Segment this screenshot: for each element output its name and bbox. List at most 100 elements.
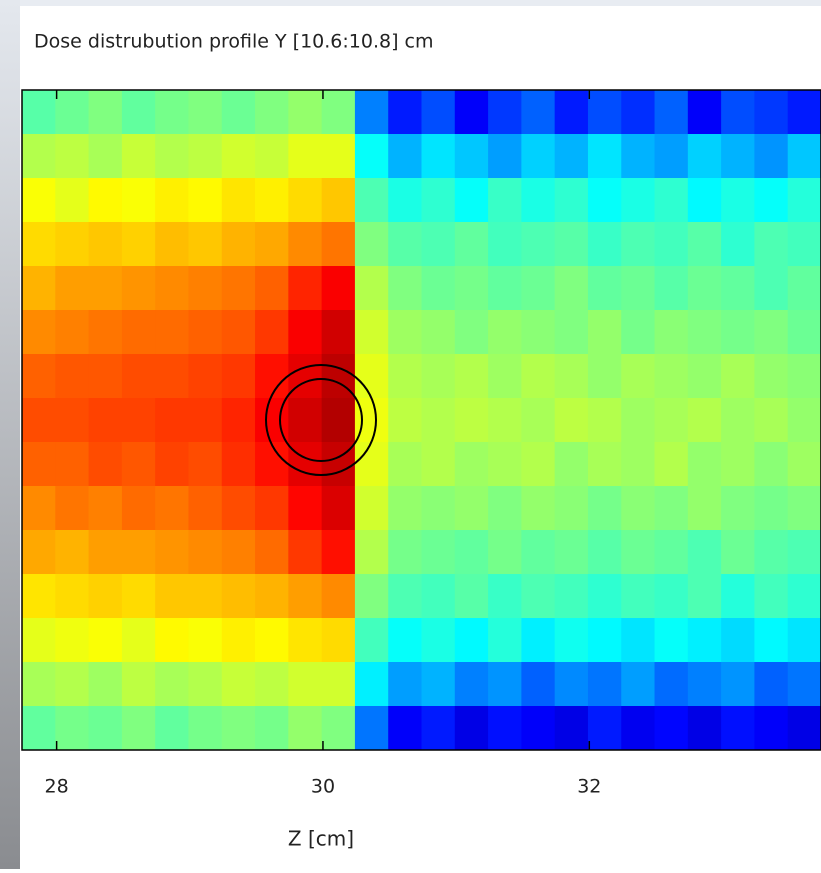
- heatmap-cell: [521, 706, 556, 751]
- heatmap-cell: [22, 442, 56, 487]
- heatmap-cell: [721, 178, 755, 223]
- heatmap-cell: [621, 574, 656, 619]
- heatmap-cell: [654, 266, 689, 311]
- heatmap-cell: [754, 90, 789, 135]
- heatmap-cell: [754, 310, 789, 355]
- heatmap-cell: [721, 354, 755, 399]
- heatmap-cell: [654, 134, 689, 179]
- heatmap-cell: [787, 310, 821, 355]
- heatmap-cell: [621, 618, 656, 663]
- heatmap-cell: [488, 134, 522, 179]
- heatmap-cell: [654, 574, 689, 619]
- heatmap-cell: [88, 706, 123, 751]
- heatmap-cell: [255, 266, 289, 311]
- heatmap-cell: [55, 222, 90, 267]
- heatmap-cell: [22, 486, 56, 531]
- heatmap-cell: [454, 222, 489, 267]
- heatmap-cell: [787, 178, 821, 223]
- heatmap-cell: [55, 486, 90, 531]
- heatmap-cell: [255, 134, 289, 179]
- x-tick-label: 28: [45, 776, 69, 798]
- heatmap-cell: [654, 354, 689, 399]
- heatmap-cell: [654, 618, 689, 663]
- heatmap-cell: [721, 310, 755, 355]
- heatmap-cell: [22, 134, 56, 179]
- heatmap-cell: [321, 618, 356, 663]
- heatmap-cell: [521, 90, 556, 135]
- heatmap-cell: [554, 310, 589, 355]
- heatmap-cell: [754, 178, 789, 223]
- heatmap-cell: [421, 354, 456, 399]
- heatmap-cell: [454, 354, 489, 399]
- heatmap-cell: [155, 134, 189, 179]
- heatmap-cell: [188, 574, 223, 619]
- heatmap-cell: [55, 398, 90, 443]
- heatmap-cell: [421, 222, 456, 267]
- heatmap-cell: [321, 662, 356, 707]
- heatmap-cell: [521, 618, 556, 663]
- heatmap-cell: [521, 134, 556, 179]
- heatmap-cell: [621, 530, 656, 575]
- heatmap-cell: [221, 134, 256, 179]
- heatmap-cell: [88, 222, 123, 267]
- heatmap-cell: [354, 706, 389, 751]
- heatmap-cell: [88, 486, 123, 531]
- heatmap-cell: [354, 662, 389, 707]
- heatmap-cell: [787, 486, 821, 531]
- heatmap-cell: [221, 398, 256, 443]
- heatmap-cell: [488, 222, 522, 267]
- heatmap-cell: [421, 530, 456, 575]
- heatmap-cell: [121, 398, 156, 443]
- heatmap-cell: [488, 90, 522, 135]
- heatmap-cell: [354, 134, 389, 179]
- heatmap-cell: [587, 90, 622, 135]
- heatmap-cell: [687, 178, 722, 223]
- x-tick-label: 30: [311, 776, 335, 798]
- heatmap-cell: [88, 662, 123, 707]
- heatmap-cell: [55, 618, 90, 663]
- heatmap-cell: [121, 90, 156, 135]
- heatmap-cell: [421, 706, 456, 751]
- heatmap-cell: [288, 222, 323, 267]
- heatmap-cell: [421, 178, 456, 223]
- heatmap-cell: [654, 530, 689, 575]
- heatmap-cell: [288, 134, 323, 179]
- heatmap-cell: [321, 486, 356, 531]
- heatmap-cell: [55, 90, 90, 135]
- heatmap-cell: [88, 398, 123, 443]
- heatmap-cell: [388, 662, 422, 707]
- heatmap-cell: [22, 222, 56, 267]
- heatmap-cell: [621, 706, 656, 751]
- heatmap-cell: [22, 530, 56, 575]
- heatmap-cell: [22, 398, 56, 443]
- heatmap-cell: [454, 398, 489, 443]
- heatmap-cell: [488, 178, 522, 223]
- heatmap-cell: [288, 574, 323, 619]
- heatmap-cell: [321, 222, 356, 267]
- heatmap-cell: [554, 354, 589, 399]
- target-circle-outer: [265, 364, 377, 476]
- heatmap-cell: [754, 574, 789, 619]
- heatmap-cell: [521, 574, 556, 619]
- window-edge: [0, 0, 821, 6]
- heatmap-cell: [554, 486, 589, 531]
- heatmap-cell: [488, 354, 522, 399]
- heatmap-cell: [654, 442, 689, 487]
- heatmap-cell: [521, 486, 556, 531]
- heatmap-cell: [155, 310, 189, 355]
- heatmap-cell: [55, 310, 90, 355]
- heatmap-cell: [221, 354, 256, 399]
- heatmap-cell: [188, 354, 223, 399]
- heatmap-cell: [88, 266, 123, 311]
- heatmap-cell: [321, 90, 356, 135]
- heatmap-cell: [255, 618, 289, 663]
- heatmap-cell: [521, 266, 556, 311]
- heatmap-cell: [88, 574, 123, 619]
- heatmap-cell: [654, 662, 689, 707]
- heatmap-cell: [621, 662, 656, 707]
- heatmap-cell: [521, 178, 556, 223]
- heatmap-cell: [787, 266, 821, 311]
- heatmap-cell: [454, 574, 489, 619]
- heatmap-cell: [288, 662, 323, 707]
- heatmap-cell: [787, 222, 821, 267]
